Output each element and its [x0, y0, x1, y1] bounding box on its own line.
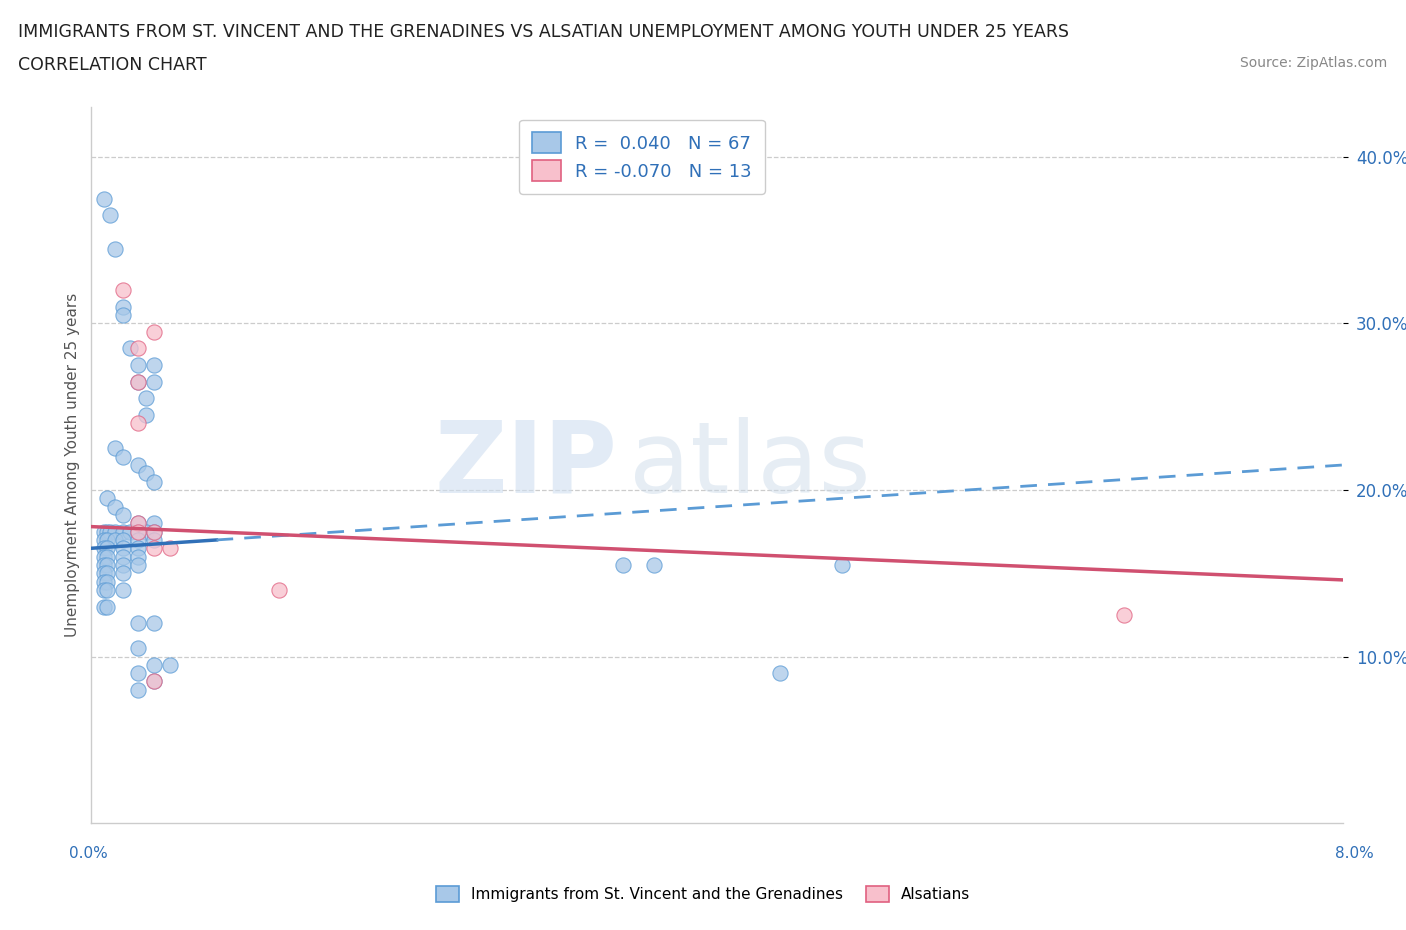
Point: [96, 582, 118, 597]
Point: [111, 525, 134, 539]
Point: [831, 557, 853, 572]
Point: [93, 565, 115, 580]
Point: [127, 525, 149, 539]
Point: [143, 674, 166, 689]
Point: [111, 557, 134, 572]
Point: [143, 516, 166, 531]
Point: [127, 416, 149, 431]
Point: [93, 533, 115, 548]
Text: CORRELATION CHART: CORRELATION CHART: [18, 56, 207, 73]
Text: Source: ZipAtlas.com: Source: ZipAtlas.com: [1240, 56, 1388, 70]
Point: [96, 533, 118, 548]
Point: [127, 616, 149, 631]
Point: [104, 241, 127, 256]
Point: [143, 525, 166, 539]
Point: [111, 508, 134, 523]
Point: [111, 299, 134, 314]
Point: [127, 458, 149, 472]
Point: [143, 474, 166, 489]
Point: [104, 525, 127, 539]
Point: [127, 557, 149, 572]
Point: [111, 541, 134, 556]
Point: [267, 582, 290, 597]
Point: [96, 491, 118, 506]
Point: [93, 541, 115, 556]
Point: [127, 516, 149, 531]
Point: [111, 308, 134, 323]
Point: [127, 358, 149, 373]
Point: [111, 549, 134, 564]
Point: [96, 599, 118, 614]
Point: [93, 599, 115, 614]
Point: [135, 525, 157, 539]
Text: ZIP: ZIP: [434, 417, 617, 513]
Point: [96, 557, 118, 572]
Point: [111, 565, 134, 580]
Point: [143, 358, 166, 373]
Point: [96, 565, 118, 580]
Legend: R =  0.040   N = 67, R = -0.070   N = 13: R = 0.040 N = 67, R = -0.070 N = 13: [519, 120, 765, 193]
Point: [143, 525, 166, 539]
Point: [96, 549, 118, 564]
Point: [143, 616, 166, 631]
Point: [111, 533, 134, 548]
Point: [127, 374, 149, 389]
Point: [127, 641, 149, 656]
Point: [98, 525, 121, 539]
Point: [127, 541, 149, 556]
Point: [143, 674, 166, 689]
Text: atlas: atlas: [630, 417, 872, 513]
Point: [768, 666, 790, 681]
Point: [143, 533, 166, 548]
Point: [127, 549, 149, 564]
Point: [93, 557, 115, 572]
Point: [127, 516, 149, 531]
Point: [93, 582, 115, 597]
Text: IMMIGRANTS FROM ST. VINCENT AND THE GRENADINES VS ALSATIAN UNEMPLOYMENT AMONG YO: IMMIGRANTS FROM ST. VINCENT AND THE GREN…: [18, 23, 1070, 41]
Point: [127, 533, 149, 548]
Text: 8.0%: 8.0%: [1334, 846, 1374, 861]
Y-axis label: Unemployment Among Youth under 25 years: Unemployment Among Youth under 25 years: [65, 293, 80, 637]
Point: [93, 525, 115, 539]
Point: [104, 533, 127, 548]
Point: [143, 658, 166, 672]
Point: [143, 541, 166, 556]
Point: [127, 666, 149, 681]
Point: [643, 557, 665, 572]
Point: [104, 499, 127, 514]
Point: [159, 541, 181, 556]
Point: [104, 441, 127, 456]
Legend: Immigrants from St. Vincent and the Grenadines, Alsatians: Immigrants from St. Vincent and the Gren…: [430, 880, 976, 909]
Point: [159, 658, 181, 672]
Point: [135, 391, 157, 405]
Point: [135, 407, 157, 422]
Point: [612, 557, 634, 572]
Point: [93, 191, 115, 206]
Point: [143, 325, 166, 339]
Point: [120, 525, 142, 539]
Point: [135, 466, 157, 481]
Point: [111, 582, 134, 597]
Point: [127, 683, 149, 698]
Point: [120, 341, 142, 356]
Point: [1112, 607, 1135, 622]
Point: [96, 525, 118, 539]
Point: [143, 374, 166, 389]
Point: [93, 574, 115, 589]
Point: [98, 207, 121, 222]
Point: [96, 574, 118, 589]
Point: [111, 283, 134, 298]
Point: [127, 374, 149, 389]
Text: 0.0%: 0.0%: [69, 846, 108, 861]
Point: [111, 449, 134, 464]
Point: [127, 525, 149, 539]
Point: [96, 541, 118, 556]
Point: [93, 549, 115, 564]
Point: [127, 341, 149, 356]
